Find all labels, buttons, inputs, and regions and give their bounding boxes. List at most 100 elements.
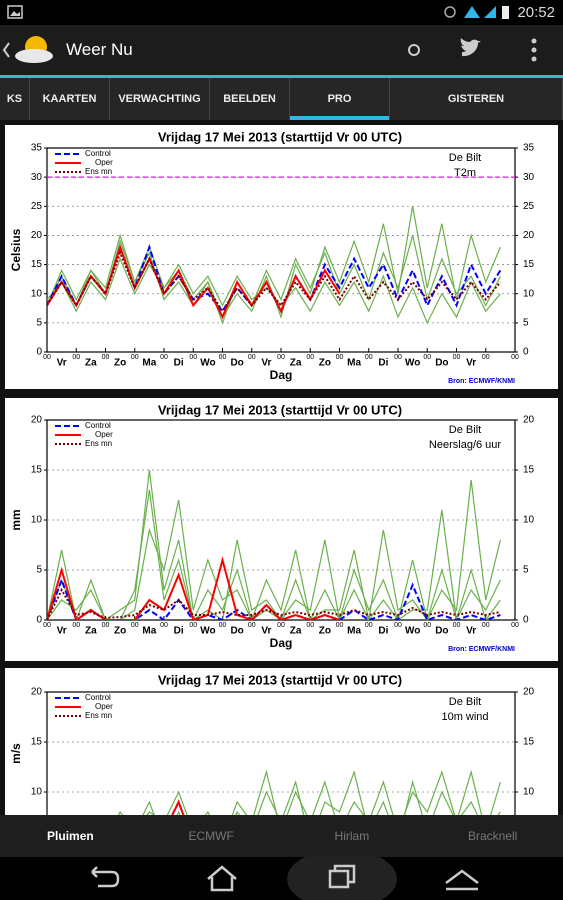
bottom-tab[interactable]: Hirlam — [334, 829, 370, 843]
station: De Bilt — [449, 152, 481, 164]
y2-tick-label: 0 — [523, 347, 529, 358]
clock: 20:52 — [517, 4, 555, 21]
tab[interactable]: VERWACHTING — [110, 78, 210, 120]
y2-tick-label: 10 — [523, 515, 535, 526]
tab-bar: KS KAARTEN VERWACHTING BEELDEN PRO GISTEREN — [0, 78, 563, 120]
chart-title: Vrijdag 17 Mei 2013 (starttijd Vr 00 UTC… — [158, 672, 402, 687]
x-tick-label: 00 — [336, 354, 344, 361]
lines — [47, 469, 501, 620]
day-label: Di — [378, 626, 388, 637]
series-line — [47, 489, 501, 620]
day-label: Vr — [261, 626, 271, 637]
x-tick-label: 00 — [365, 354, 373, 361]
y-axis-label: mm — [9, 509, 23, 530]
day-label: Do — [230, 358, 243, 369]
y2-tick-label: 20 — [523, 687, 535, 698]
day-label: Di — [378, 358, 388, 369]
chart: Vrijdag 17 Mei 2013 (starttijd Vr 00 UTC… — [9, 672, 535, 815]
legend-label: Ens mn — [85, 711, 112, 720]
y-tick-label: 10 — [31, 288, 43, 299]
status-icons — [7, 5, 23, 19]
x-tick-label: 00 — [394, 622, 402, 629]
day-label: Zo — [319, 626, 331, 637]
status-bar: 20:52 — [0, 0, 563, 25]
legend-label: Oper — [95, 158, 113, 167]
x-tick-label: 00 — [189, 354, 197, 361]
day-label: Ma — [142, 626, 156, 637]
day-label: Wo — [200, 626, 215, 637]
x-tick-label: 00 — [131, 354, 139, 361]
x-tick-label: 00 — [394, 354, 402, 361]
day-label: Wo — [405, 358, 420, 369]
legend-label: Oper — [95, 702, 113, 711]
day-label: Zo — [114, 358, 126, 369]
day-label: Zo — [319, 358, 331, 369]
x-tick-label: 00 — [511, 354, 519, 361]
nav-buttons[interactable] — [0, 849, 563, 900]
lines — [47, 206, 502, 325]
day-label: Vr — [466, 358, 476, 369]
lines — [117, 769, 501, 815]
series-line — [146, 769, 501, 815]
tab[interactable]: GISTEREN — [390, 78, 563, 120]
y2-tick-label: 10 — [523, 787, 535, 798]
signal-icons — [444, 6, 509, 19]
y2-tick-label: 15 — [523, 465, 535, 476]
tab[interactable]: KS — [0, 78, 30, 120]
series-line — [47, 499, 501, 620]
app-logo[interactable] — [0, 25, 62, 75]
y2-tick-label: 20 — [523, 415, 535, 426]
variable: Neerslag/6 uur — [429, 439, 501, 451]
series-line — [171, 799, 185, 815]
chart-title: Vrijdag 17 Mei 2013 (starttijd Vr 00 UTC… — [158, 402, 402, 417]
bottom-tab[interactable]: Pluimen — [47, 829, 94, 843]
series-line — [47, 469, 501, 620]
tab[interactable]: KAARTEN — [30, 78, 110, 120]
x-tick-label: 00 — [453, 354, 461, 361]
tab[interactable]: BEELDEN — [210, 78, 290, 120]
x-tick-label: 00 — [219, 354, 227, 361]
series-line — [117, 769, 501, 815]
day-label: Za — [85, 626, 97, 637]
navigation-bar — [0, 849, 563, 900]
chart-panel: Vrijdag 17 Mei 2013 (starttijd Vr 00 UTC… — [5, 125, 558, 389]
y2-tick-label: 25 — [523, 201, 535, 212]
tab[interactable]: PRO — [290, 78, 390, 120]
x-tick-label: 00 — [102, 354, 110, 361]
x-tick-label: 00 — [277, 622, 285, 629]
y2-tick-label: 10 — [523, 288, 535, 299]
x-tick-label: 00 — [189, 622, 197, 629]
y-tick-label: 15 — [31, 737, 43, 748]
x-tick-label: 00 — [306, 622, 314, 629]
day-label: Vr — [57, 358, 67, 369]
x-tick-label: 00 — [423, 354, 431, 361]
series-line — [47, 235, 501, 325]
day-label: Di — [174, 626, 184, 637]
chart: Vrijdag 17 Mei 2013 (starttijd Vr 00 UTC… — [9, 129, 535, 384]
x-axis-label: Dag — [270, 636, 293, 650]
bottom-tab[interactable]: ECMWF — [188, 829, 234, 843]
x-tick-label: 00 — [277, 354, 285, 361]
y-tick-label: 35 — [31, 143, 43, 154]
bottom-tab-bar: Pluimen ECMWF Hirlam Bracknell — [0, 815, 563, 857]
y-tick-label: 20 — [31, 415, 43, 426]
x-tick-label: 00 — [365, 622, 373, 629]
series-line — [47, 243, 502, 314]
day-label: Do — [435, 358, 448, 369]
day-label: Ma — [347, 358, 361, 369]
legend-label: Ens mn — [85, 439, 112, 448]
y2-tick-label: 30 — [523, 172, 535, 183]
x-axis-label: Dag — [270, 368, 293, 382]
source: Bron: ECMWF/KNMI — [448, 646, 515, 653]
action-icons[interactable] — [400, 25, 550, 75]
day-label: Wo — [405, 626, 420, 637]
y2-tick-label: 5 — [523, 565, 529, 576]
chart: Vrijdag 17 Mei 2013 (starttijd Vr 00 UTC… — [9, 402, 535, 653]
legend-label: Oper — [95, 430, 113, 439]
y2-tick-label: 20 — [523, 230, 535, 241]
x-tick-label: 00 — [160, 354, 168, 361]
x-tick-label: 00 — [43, 622, 51, 629]
chart-title: Vrijdag 17 Mei 2013 (starttijd Vr 00 UTC… — [158, 129, 402, 144]
x-tick-label: 00 — [336, 622, 344, 629]
bottom-tab[interactable]: Bracknell — [467, 829, 518, 843]
